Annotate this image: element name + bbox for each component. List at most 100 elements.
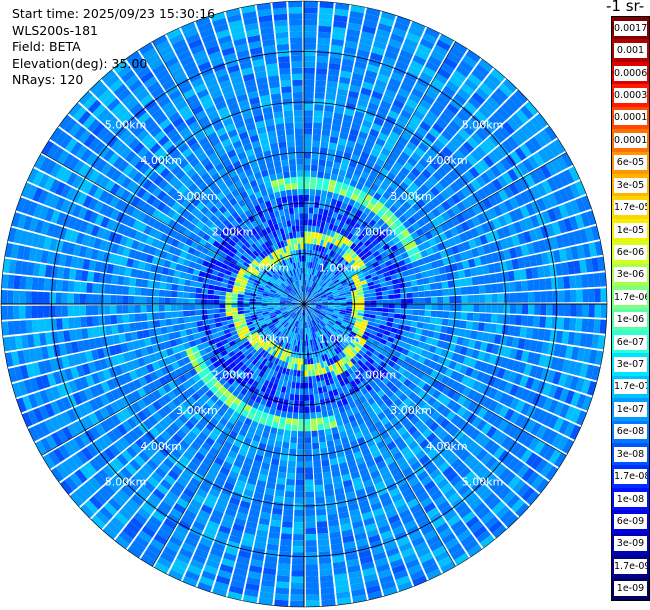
- range-gate-cell: [500, 357, 509, 369]
- range-gate-cell: [414, 162, 425, 173]
- range-gate-cell: [152, 312, 160, 320]
- range-gate-cell: [354, 267, 362, 274]
- range-gate-cell: [232, 314, 239, 320]
- range-gate-cell: [414, 82, 427, 94]
- range-gate-cell: [309, 304, 316, 307]
- range-gate-cell: [515, 292, 523, 303]
- range-gate-cell: [507, 270, 515, 282]
- range-gate-cell: [412, 202, 422, 212]
- range-gate-cell: [323, 268, 329, 275]
- range-gate-cell: [309, 306, 316, 310]
- range-gate-cell: [404, 281, 412, 288]
- range-gate-cell: [318, 279, 323, 286]
- range-gate-cell: [415, 188, 425, 198]
- range-gate-cell: [304, 1, 318, 8]
- range-gate-cell: [316, 61, 328, 69]
- range-gate-cell: [414, 49, 429, 61]
- range-gate-cell: [328, 264, 335, 271]
- range-gate-cell: [309, 301, 316, 303]
- range-gate-cell: [349, 259, 356, 266]
- range-gate-cell: [312, 213, 318, 221]
- range-gate-cell: [498, 202, 509, 214]
- range-gate-cell: [304, 73, 315, 80]
- range-gate-cell: [305, 552, 318, 559]
- range-gate-cell: [309, 305, 316, 308]
- range-gate-cell: [485, 363, 495, 375]
- range-gate-cell: [567, 231, 577, 246]
- range-gate-cell: [517, 162, 529, 176]
- range-gate-cell: [505, 236, 515, 248]
- range-gate-cell: [503, 314, 510, 325]
- range-gate-cell: [375, 201, 384, 210]
- range-gate-cell: [362, 286, 370, 291]
- range-gate-cell: [388, 308, 395, 313]
- range-gate-cell: [528, 229, 538, 242]
- range-gate-cell: [368, 268, 376, 274]
- range-gate-cell: [497, 175, 508, 188]
- range-gate-cell: [380, 205, 389, 214]
- range-gate-cell: [310, 176, 317, 184]
- range-gate-cell: [19, 305, 26, 319]
- range-gate-cell: [309, 300, 316, 303]
- range-gate-cell: [339, 309, 346, 313]
- range-gate-cell: [197, 276, 205, 283]
- range-gate-cell: [207, 309, 214, 315]
- range-gate-cell: [398, 205, 407, 215]
- range-gate-cell: [304, 85, 314, 93]
- range-gate-cell: [326, 507, 338, 515]
- range-gate-cell: [255, 304, 262, 307]
- range-gate-cell: [341, 120, 352, 129]
- range-gate-cell: [344, 108, 355, 117]
- range-gate-cell: [351, 262, 358, 269]
- range-gate-cell: [435, 117, 448, 129]
- range-gate-cell: [341, 215, 348, 223]
- range-gate-cell: [456, 190, 466, 201]
- range-gate-cell: [325, 262, 331, 269]
- range-gate-cell: [508, 182, 520, 196]
- range-gate-cell: [85, 305, 93, 316]
- range-gate-cell: [325, 434, 333, 442]
- range-gate-cell: [283, 435, 291, 443]
- range-gate-cell: [282, 441, 290, 449]
- range-gate-cell: [312, 256, 317, 263]
- range-gate-cell: [397, 55, 411, 66]
- range-gate-cell: [432, 267, 441, 276]
- range-gate-cell: [503, 346, 512, 358]
- range-gate-cell: [335, 181, 343, 189]
- range-gate-cell: [459, 364, 469, 375]
- range-gate-cell: [304, 302, 310, 304]
- range-gate-cell: [293, 406, 299, 413]
- range-gate-cell: [325, 269, 331, 276]
- range-gate-cell: [352, 245, 360, 253]
- range-gate-cell: [406, 350, 415, 359]
- range-gate-cell: [304, 176, 310, 183]
- range-gate-cell: [225, 292, 233, 297]
- range-gate-cell: [550, 356, 559, 370]
- range-gate-cell: [327, 310, 334, 314]
- range-gate-cell: [304, 412, 310, 420]
- range-gate-cell: [373, 322, 381, 328]
- range-gate-cell: [141, 279, 149, 288]
- range-gate-cell: [316, 514, 327, 522]
- range-gate-cell: [350, 287, 357, 292]
- range-gate-cell: [418, 310, 425, 316]
- range-gate-cell: [343, 237, 350, 245]
- range-gate-cell: [537, 395, 548, 409]
- range-gate-cell: [319, 280, 325, 286]
- range-gate-cell: [375, 287, 382, 293]
- range-gate-cell: [55, 305, 62, 317]
- range-gate-cell: [412, 212, 422, 222]
- range-gate-cell: [475, 175, 487, 188]
- range-gate-cell: [348, 198, 356, 207]
- range-gate-cell: [286, 381, 292, 388]
- range-gate-cell: [438, 266, 447, 275]
- range-gate-cell: [312, 134, 321, 142]
- range-gate-cell: [583, 348, 592, 363]
- range-gate-cell: [306, 280, 309, 287]
- range-gate-cell: [470, 149, 482, 162]
- range-gate-cell: [315, 405, 322, 413]
- range-gate-cell: [307, 267, 310, 274]
- range-gate-cell: [316, 183, 323, 191]
- range-gate-cell: [473, 162, 485, 175]
- range-gate-cell: [43, 292, 50, 304]
